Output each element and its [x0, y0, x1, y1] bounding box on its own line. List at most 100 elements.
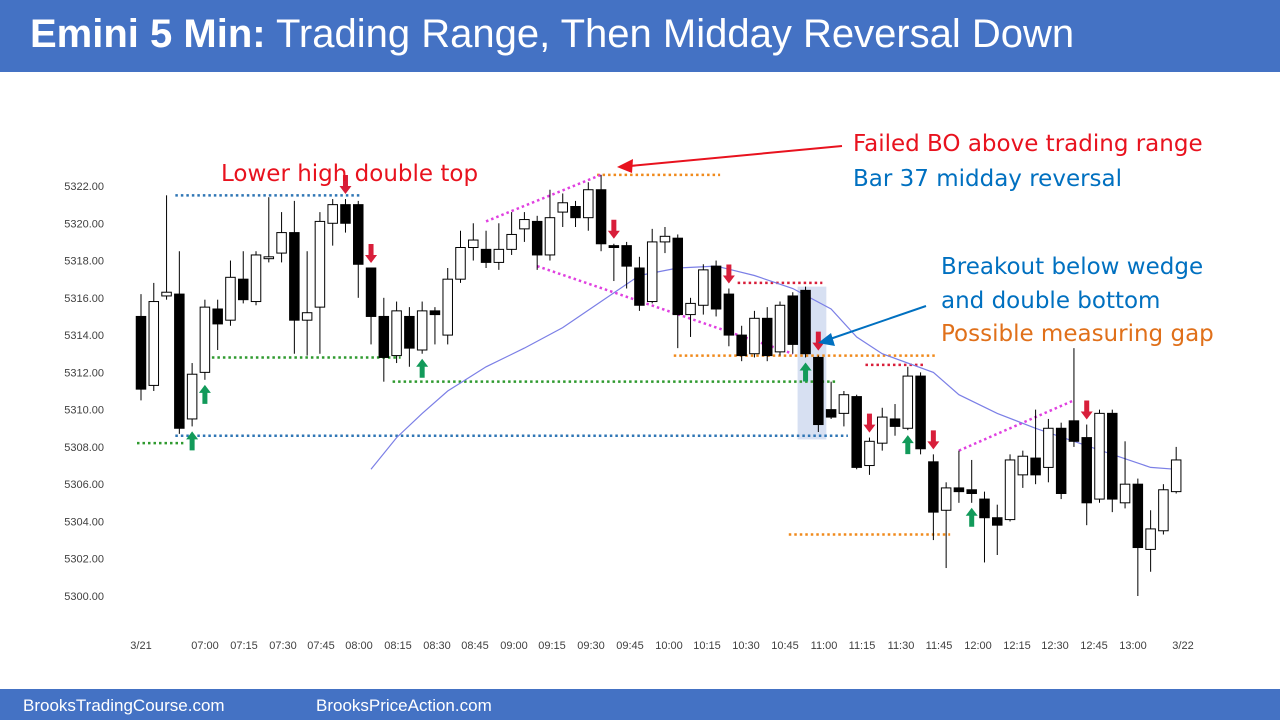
breakout-arrowhead-icon	[818, 333, 835, 346]
bear-candle	[1030, 457, 1041, 476]
x-tick-label: 11:45	[926, 640, 953, 652]
bull-signal-arrow-icon	[799, 362, 812, 382]
wedge-line	[485, 173, 602, 223]
bull-candle	[583, 189, 594, 219]
y-tick-label: 5320.00	[64, 218, 104, 230]
bull-candle	[544, 217, 556, 256]
bull-candle	[250, 254, 262, 303]
bear-candle	[634, 267, 645, 306]
annotation-lower-high: Lower high double top	[221, 161, 479, 187]
bull-candle	[659, 235, 671, 243]
annotation-breakout: Breakout below wedge	[941, 254, 1204, 280]
bear-candle	[710, 265, 722, 310]
bull-candle	[327, 204, 338, 224]
bear-candle	[723, 293, 735, 336]
bear-signal-arrow-icon	[863, 413, 876, 433]
failed-bo-pointer-arrow	[629, 145, 843, 167]
x-tick-label: 11:00	[811, 640, 838, 652]
bear-signal-arrow-icon	[339, 175, 352, 195]
bull-candle	[1043, 427, 1054, 468]
x-tick-label: 09:30	[577, 640, 605, 652]
ema-line	[370, 265, 1177, 470]
bull-candle	[161, 291, 172, 297]
bear-candle	[966, 489, 977, 494]
y-tick-label: 5300.00	[64, 591, 104, 603]
bear-candle	[621, 245, 632, 267]
bear-candle	[979, 498, 990, 519]
candlestick-chart: 5322.00 5320.00 5318.00 5316.00 5314.00 5312.…	[64, 145, 1194, 652]
bear-candle	[915, 375, 926, 450]
bear-candle	[531, 220, 543, 256]
bull-candle	[749, 317, 760, 355]
bull-candle	[301, 312, 313, 321]
bull-candle	[186, 373, 198, 420]
title-bold-part: Emini 5 Min:	[30, 12, 266, 56]
footer-link-price-action[interactable]: BrooksPriceAction.com	[316, 696, 492, 715]
wedge-line	[536, 264, 794, 355]
bull-candle	[876, 416, 888, 444]
bull-candle	[199, 306, 211, 373]
y-tick-label: 5314.00	[64, 330, 104, 342]
bull-candle	[276, 232, 287, 254]
bull-candle	[774, 304, 786, 353]
bull-candle	[442, 278, 453, 336]
slide-title: Emini 5 Min: Trading Range, Then Midday …	[30, 12, 1074, 57]
x-tick-label: 08:15	[384, 640, 412, 652]
bull-candle	[416, 310, 428, 351]
x-tick-label: 13:00	[1119, 640, 1147, 652]
title-rest-part: Trading Range, Then Midday Reversal Down	[275, 12, 1075, 56]
bear-candle	[289, 232, 300, 321]
bear-candle	[851, 396, 862, 468]
bull-candle	[1158, 489, 1169, 532]
bull-candle	[493, 248, 505, 263]
breakout-pointer-arrow	[829, 305, 927, 340]
bull-candle	[314, 220, 326, 308]
bear-candle	[953, 487, 965, 493]
x-tick-label: 10:30	[732, 640, 760, 652]
bull-candle	[468, 239, 479, 248]
bear-candle	[761, 317, 773, 357]
annotation-bar37: Bar 37 midday reversal	[853, 166, 1123, 192]
bear-candle	[212, 308, 223, 325]
bear-candle	[1068, 420, 1080, 442]
bear-candle	[429, 310, 441, 316]
bear-candle	[135, 315, 147, 390]
bear-candle	[1107, 412, 1118, 500]
bull-candle	[685, 302, 696, 316]
x-tick-label: 08:30	[423, 640, 451, 652]
x-tick-label: 3/21	[130, 640, 151, 652]
bull-candle	[838, 394, 850, 414]
x-tick-label: 08:00	[345, 640, 373, 652]
bear-candle	[672, 237, 684, 316]
x-tick-label: 07:15	[230, 640, 258, 652]
x-tick-label: 08:45	[461, 640, 489, 652]
bear-candle	[813, 356, 824, 426]
bull-candle	[940, 487, 952, 511]
bear-candle	[736, 334, 747, 357]
bull-candle	[225, 276, 236, 321]
x-tick-label: 07:45	[307, 640, 335, 652]
bear-candle	[825, 409, 837, 418]
bull-candle	[698, 269, 709, 306]
y-tick-label: 5306.00	[64, 479, 104, 491]
bear-candle	[800, 289, 811, 355]
bear-candle	[1055, 427, 1067, 494]
bear-candle	[365, 267, 377, 317]
bull-candle	[519, 219, 530, 230]
bear-candle	[889, 418, 901, 427]
x-tick-label: 3/22	[1172, 640, 1193, 652]
bear-candle	[378, 315, 390, 358]
footer-link-trading-course[interactable]: BrooksTradingCourse.com	[23, 696, 225, 715]
bear-candle	[340, 204, 351, 224]
x-tick-label: 10:00	[655, 640, 683, 652]
x-tick-label: 12:15	[1003, 640, 1031, 652]
annotation-failed-bo: Failed BO above trading range	[853, 131, 1203, 157]
bull-candle	[148, 301, 160, 386]
y-tick-label: 5312.00	[64, 367, 104, 379]
bear-signal-arrow-icon	[365, 243, 378, 263]
bear-candle	[237, 278, 249, 301]
bull-signal-arrow-icon	[198, 384, 211, 404]
y-tick-label: 5302.00	[64, 554, 104, 566]
y-tick-label: 5318.00	[64, 256, 104, 268]
bull-candle	[506, 233, 517, 250]
